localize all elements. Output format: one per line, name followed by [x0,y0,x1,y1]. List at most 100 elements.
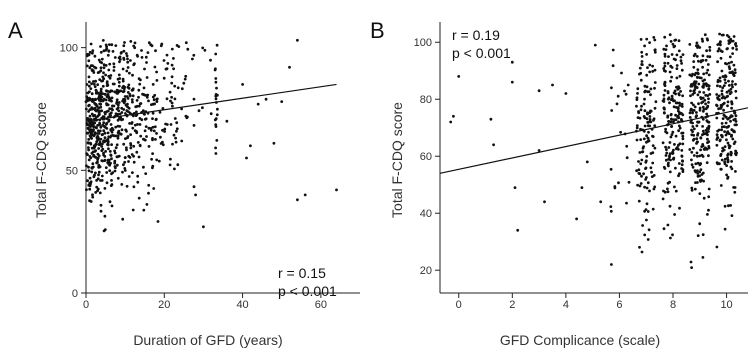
panel-letter: A [8,18,23,43]
scatter-point [93,113,97,117]
scatter-point [100,133,104,137]
scatter-point [670,53,674,56]
scatter-point [122,163,125,167]
scatter-point [214,125,218,128]
scatter-point [638,151,642,154]
scatter-point [132,160,136,164]
scatter-point [102,129,106,133]
scatter-point [94,88,98,92]
scatter-point [175,129,178,133]
scatter-point [691,111,694,115]
scatter-point [264,97,268,101]
scatter-point [646,210,650,213]
scatter-point [724,121,728,125]
scatter-point [110,143,113,147]
scatter-point [102,229,106,233]
scatter-point [136,180,140,184]
scatter-point [720,122,724,125]
scatter-point [96,129,100,133]
scatter-point [87,75,91,79]
scatter-point [653,38,657,42]
scatter-point [137,95,140,99]
scatter-point [132,185,136,189]
scatter-point [666,90,670,93]
scatter-point [118,117,122,121]
scatter-point [720,125,724,129]
scatter-point [144,172,148,176]
scatter-point [692,81,696,85]
scatter-point [708,55,712,59]
scatter-point [99,66,103,70]
scatter-point [695,114,698,118]
scatter-point [726,47,729,50]
scatter-point [112,62,116,66]
scatter-point [653,86,656,90]
scatter-point [94,102,98,106]
scatter-point [732,63,736,67]
scatter-point [675,53,679,57]
scatter-point [695,124,699,128]
scatter-point [129,59,132,62]
y-axis-label: Total F-CDQ score [389,102,405,218]
scatter-point [730,214,734,218]
scatter-point [98,78,102,81]
scatter-point [669,120,673,123]
scatter-point [152,98,156,102]
scatter-point [716,78,720,82]
scatter-point [693,83,697,87]
scatter-point [96,134,99,138]
scatter-point [680,68,684,72]
scatter-point [670,66,674,69]
stat-text: p < 0.001 [278,283,337,299]
scatter-point [85,188,88,192]
scatter-point [670,117,673,121]
scatter-point [91,51,94,55]
scatter-point [489,117,493,121]
scatter-point [102,121,106,125]
y-tick-label: 20 [420,265,432,277]
scatter-point [97,70,101,74]
scatter-point [662,106,666,110]
scatter-point [147,99,150,103]
scatter-point [127,160,130,163]
scatter-point [90,92,94,96]
scatter-point [115,163,119,167]
scatter-point [111,50,115,53]
scatter-point [170,63,174,67]
scatter-point [681,159,684,163]
scatter-point [90,166,94,170]
scatter-point [85,64,89,68]
scatter-point [695,44,698,48]
scatter-point [165,67,169,71]
scatter-point [723,227,727,231]
scatter-point [653,48,657,52]
stat-text: r = 0.15 [278,265,326,281]
scatter-point [99,105,103,109]
scatter-point [138,143,142,147]
scatter-point [667,164,670,168]
scatter-point [613,186,617,190]
scatter-point [724,81,727,85]
scatter-point [191,57,194,61]
scatter-point [640,55,644,58]
scatter-point [671,130,675,134]
scatter-point [97,173,100,177]
scatter-point [733,186,737,189]
scatter-point [537,89,541,93]
scatter-point [112,134,116,138]
scatter-point [96,152,100,156]
scatter-point [87,138,91,141]
scatter-point [663,35,667,39]
scatter-point [90,151,94,155]
scatter-point [609,167,613,171]
scatter-point [133,41,137,45]
scatter-point [670,94,674,98]
scatter-point [153,65,157,69]
scatter-point [696,75,699,79]
scatter-point [93,106,97,110]
scatter-point [734,170,737,173]
scatter-point [106,143,109,146]
scatter-point [661,99,665,103]
scatter-point [725,95,729,99]
scatter-point [702,91,706,94]
